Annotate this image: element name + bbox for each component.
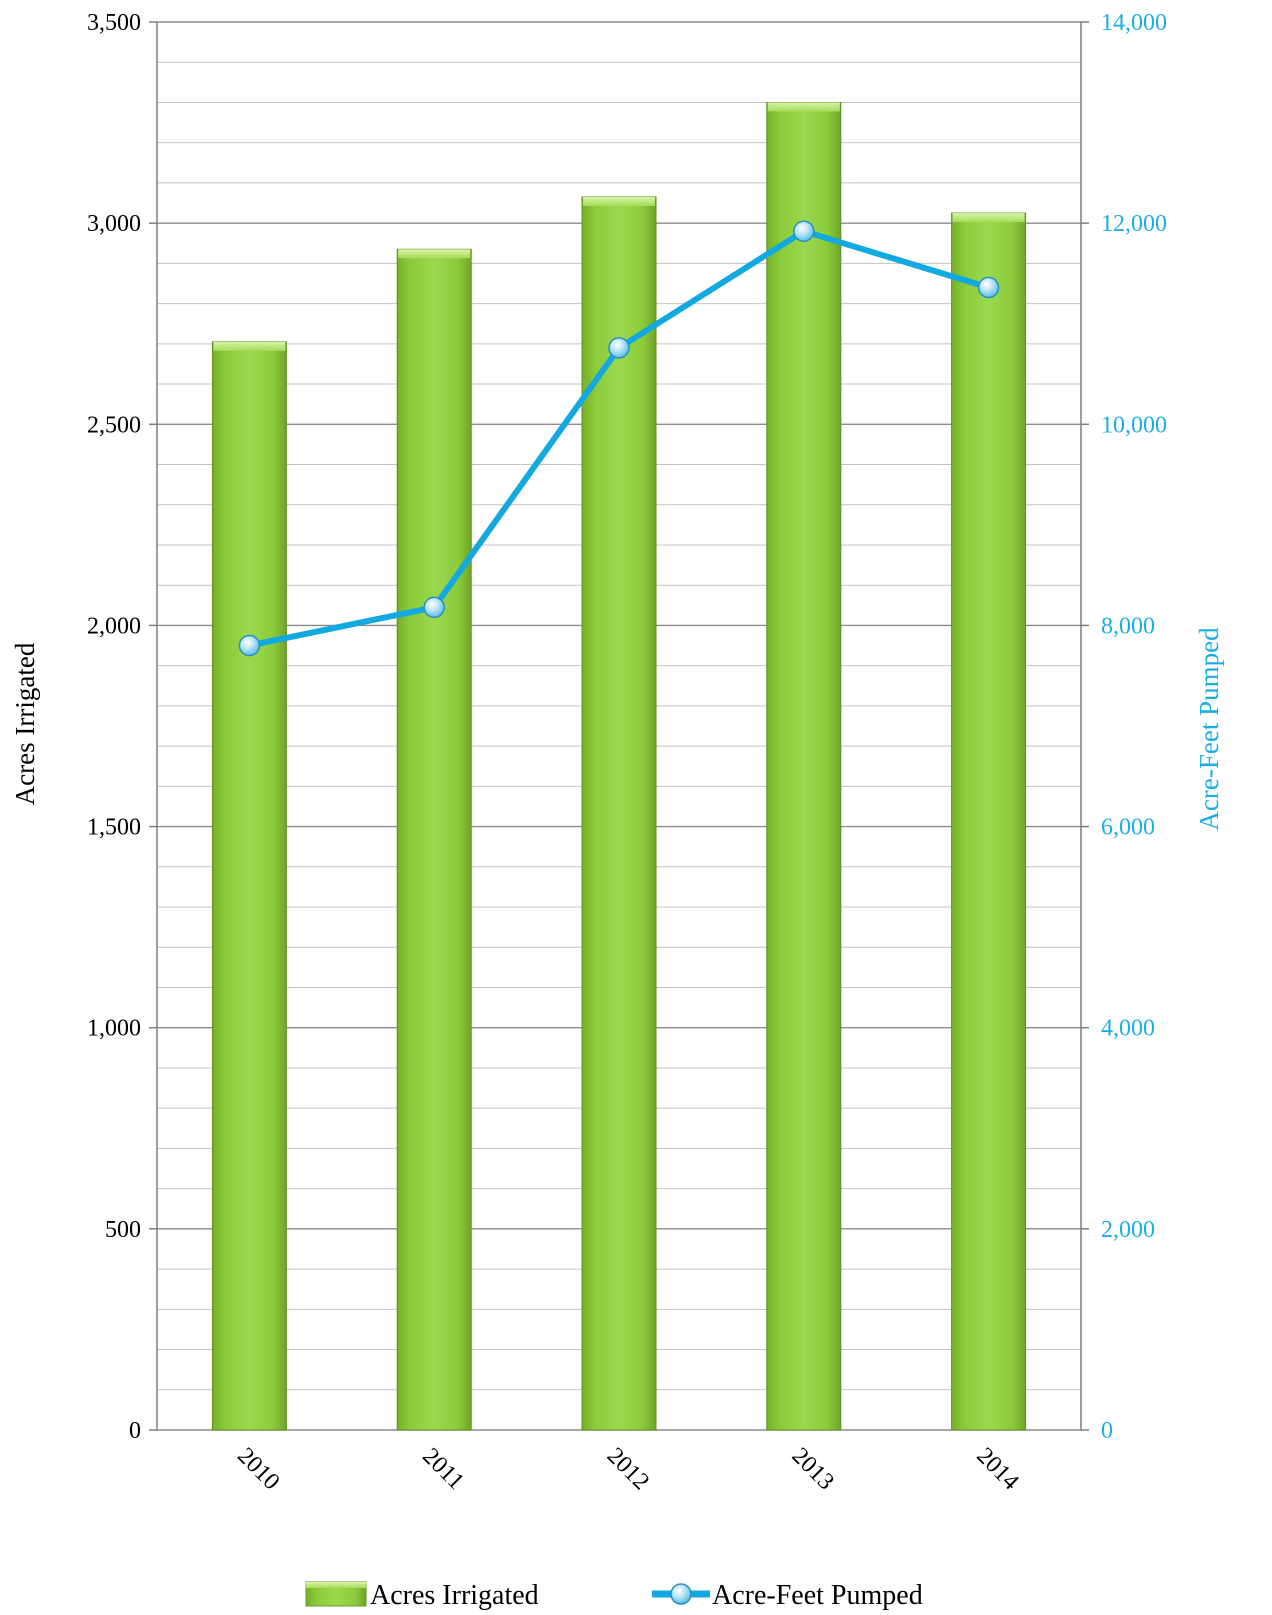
line-point	[977, 276, 1000, 299]
bar-body	[951, 212, 1027, 1431]
right-tick-label: 8,000	[1101, 613, 1155, 639]
left-tick-label: 0	[129, 1418, 141, 1444]
legend-bar-swatch-top	[306, 1582, 366, 1588]
bars	[211, 101, 1027, 1431]
bar-body	[211, 341, 287, 1431]
bar	[211, 341, 287, 1431]
right-tick-label: 2,000	[1101, 1217, 1155, 1243]
right-tick-label: 0	[1101, 1418, 1113, 1444]
line-point	[238, 634, 261, 657]
right-tick-label: 4,000	[1101, 1016, 1155, 1042]
right-tick-label: 10,000	[1101, 412, 1167, 438]
left-tick-label: 500	[105, 1217, 141, 1243]
category-label: 2010	[232, 1443, 284, 1495]
left-axis-title: Acres Irrigated	[10, 642, 40, 805]
right-tick-label: 14,000	[1101, 10, 1167, 36]
line-series	[238, 220, 1000, 657]
category-label: 2011	[417, 1443, 469, 1495]
left-axis: 0 500 1,000 1,500 2,000 2,500 3,000 3,500	[87, 10, 158, 1444]
legend-bar-label: Acres Irrigated	[370, 1580, 539, 1611]
right-tick-label: 6,000	[1101, 815, 1155, 841]
legend: Acres Irrigated Acre-Feet Pumped	[305, 1580, 923, 1611]
bar	[396, 248, 472, 1431]
bar-body	[766, 101, 842, 1431]
bar-top-bevel	[583, 196, 655, 206]
bar-top-bevel	[213, 341, 286, 351]
bar	[766, 101, 842, 1431]
category-label: 2012	[602, 1443, 654, 1495]
bar-body	[396, 248, 472, 1431]
left-tick-label: 2,000	[87, 613, 141, 639]
legend-line-label: Acre-Feet Pumped	[712, 1580, 923, 1611]
bar-top-bevel	[952, 213, 1025, 223]
bar	[581, 196, 657, 1431]
line-point	[608, 337, 630, 359]
left-tick-label: 3,500	[87, 10, 141, 36]
left-tick-label: 3,000	[87, 211, 141, 237]
category-label: 2013	[787, 1443, 839, 1495]
category-label: 2014	[971, 1443, 1023, 1495]
legend-item-bar: Acres Irrigated	[305, 1580, 539, 1611]
category-labels: 2010 2011 2012 2013 2014	[232, 1443, 1024, 1495]
line-point	[423, 596, 445, 619]
bar-top-bevel	[398, 249, 471, 259]
right-axis: 0 2,000 4,000 6,000 8,000 10,000 12,000 14,000	[1080, 10, 1167, 1444]
legend-line-marker	[670, 1583, 692, 1605]
left-tick-label: 1,000	[87, 1016, 141, 1042]
bar	[951, 212, 1027, 1431]
left-tick-label: 1,500	[87, 815, 141, 841]
right-axis-title: Acre-Feet Pumped	[1194, 627, 1224, 831]
right-tick-label: 12,000	[1101, 211, 1167, 237]
line-point	[793, 220, 815, 242]
bar-top-bevel	[767, 102, 840, 112]
left-tick-label: 2,500	[87, 412, 141, 438]
legend-item-line: Acre-Feet Pumped	[652, 1580, 923, 1611]
bar-body	[581, 196, 657, 1431]
